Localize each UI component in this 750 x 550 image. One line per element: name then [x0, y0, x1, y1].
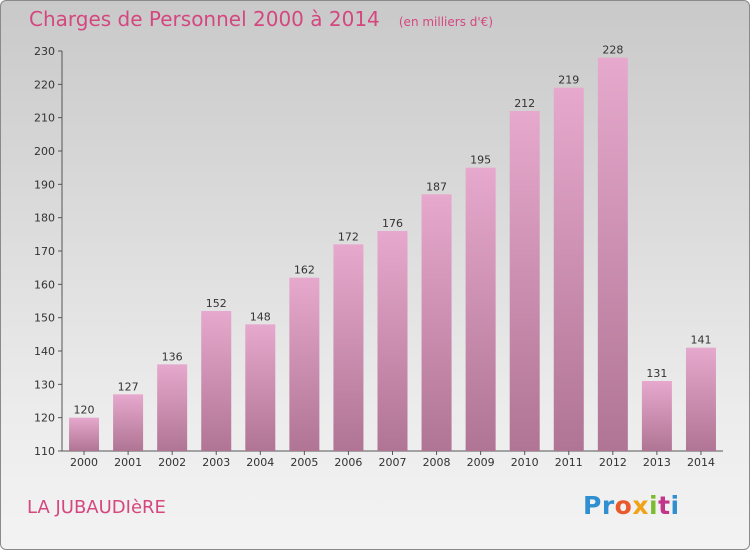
bar	[245, 324, 276, 451]
x-tick-label: 2002	[158, 456, 186, 469]
bar	[509, 111, 540, 451]
chart-subtitle: (en milliers d'€)	[398, 15, 493, 29]
bar	[69, 417, 100, 451]
x-tick-label: 2006	[334, 456, 362, 469]
y-tick-label: 160	[34, 278, 55, 291]
proxiti-logo: Proxiti	[583, 491, 680, 520]
bar	[597, 57, 628, 452]
data-label: 127	[118, 380, 139, 393]
x-tick-label: 2014	[687, 456, 715, 469]
bar	[685, 347, 716, 451]
y-tick-label: 220	[34, 78, 55, 91]
logo-part: i	[648, 491, 659, 520]
x-tick-label: 2012	[599, 456, 627, 469]
data-label: 176	[382, 217, 403, 230]
x-tick-label: 2009	[467, 456, 495, 469]
data-label: 136	[162, 350, 183, 363]
axes: 110 120 130 140 150 160 170 180 190 200 210 220 230 2…	[34, 45, 723, 469]
x-tick-label: 2007	[379, 456, 407, 469]
x-tick-label: 2011	[555, 456, 583, 469]
bar	[465, 167, 496, 451]
data-label: 212	[514, 97, 535, 110]
data-label: 131	[646, 367, 667, 380]
logo-part: t	[658, 491, 671, 520]
y-tick-label: 210	[34, 112, 55, 125]
y-tick-label: 140	[34, 345, 55, 358]
data-label: 148	[250, 310, 271, 323]
bar	[553, 87, 584, 452]
x-tick-label: 2004	[246, 456, 274, 469]
bar	[421, 194, 452, 452]
data-label: 228	[602, 44, 623, 57]
x-tick-label: 2013	[643, 456, 671, 469]
x-tick-label: 2008	[423, 456, 451, 469]
bar	[157, 364, 188, 451]
place-name: LA JUBAUDIèRE	[27, 497, 166, 518]
y-tick-label: 180	[34, 212, 55, 225]
data-label: 187	[426, 180, 447, 193]
y-tick-label: 130	[34, 378, 55, 391]
data-label: 219	[558, 74, 579, 87]
x-tick-label: 2010	[511, 456, 539, 469]
logo-part: x	[632, 491, 649, 520]
y-tick-label: 120	[34, 412, 55, 425]
x-tick-label: 2000	[70, 456, 98, 469]
y-tick-label: 190	[34, 178, 55, 191]
bar	[113, 394, 144, 451]
bar	[641, 381, 672, 451]
logo-part: i	[670, 491, 680, 520]
y-tick-label: 170	[34, 245, 55, 258]
data-label: 141	[690, 334, 711, 347]
bar	[333, 244, 364, 451]
logo-part: o	[614, 491, 633, 520]
data-labels: 120 127 136 152 148 162 172 176 187 195 212 219 228 1…	[74, 44, 712, 417]
x-tick-label: 2005	[290, 456, 318, 469]
bar	[289, 277, 320, 451]
data-label: 152	[206, 297, 227, 310]
data-label: 195	[470, 154, 491, 167]
data-label: 120	[74, 404, 95, 417]
data-label: 172	[338, 230, 359, 243]
y-tick-label: 230	[34, 45, 55, 58]
logo-part: Pr	[583, 491, 615, 520]
chart-title: Charges de Personnel 2000 à 2014	[29, 7, 380, 31]
bar	[201, 311, 232, 451]
bars	[69, 57, 716, 452]
bar	[377, 231, 408, 451]
y-tick-label: 200	[34, 145, 55, 158]
y-tick-label: 150	[34, 312, 55, 325]
x-tick-label: 2001	[114, 456, 142, 469]
y-tick-label: 110	[34, 445, 55, 458]
x-tick-label: 2003	[202, 456, 230, 469]
title-row: Charges de Personnel 2000 à 2014 (en mil…	[29, 7, 493, 31]
data-label: 162	[294, 264, 315, 277]
